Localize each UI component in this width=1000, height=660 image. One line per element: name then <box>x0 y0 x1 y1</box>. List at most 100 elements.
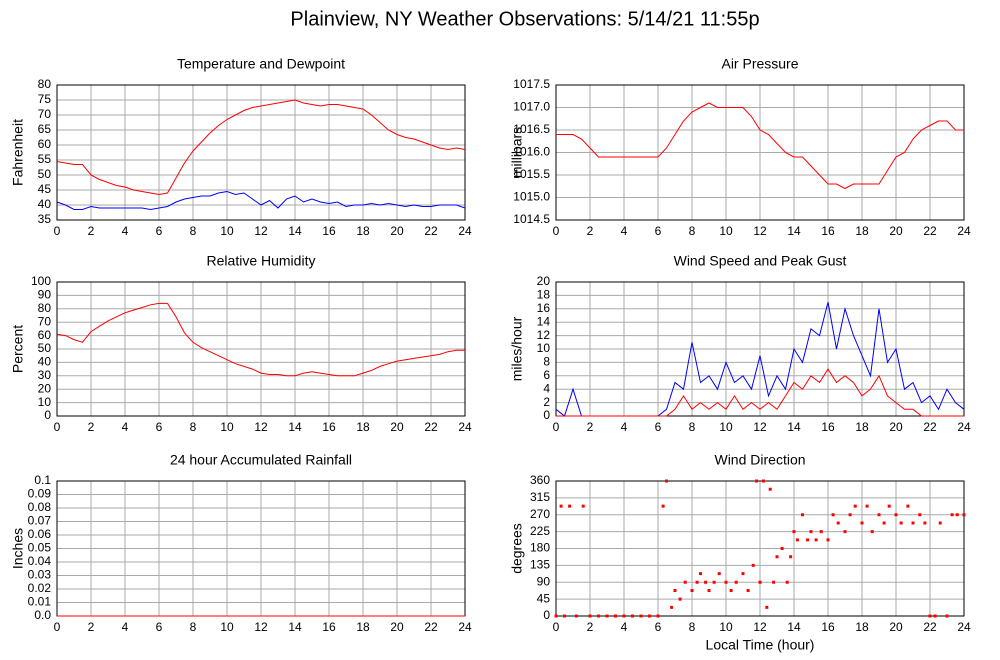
chart-title: Relative Humidity <box>207 253 316 269</box>
point <box>780 547 784 550</box>
y-tick-label: 90 <box>38 288 52 302</box>
x-tick-label: 8 <box>190 620 197 634</box>
y-tick-label: 270 <box>530 507 550 521</box>
point <box>755 479 759 483</box>
y-axis-label: degrees <box>509 523 525 574</box>
y-tick-label: 0.01 <box>28 595 52 609</box>
y-tick-label: 0.1 <box>34 473 51 487</box>
chart-title: Temperature and Dewpoint <box>177 56 345 72</box>
y-tick-label: 45 <box>38 182 52 196</box>
x-tick-label: 4 <box>122 620 129 634</box>
point <box>690 589 694 592</box>
x-tick-label: 10 <box>220 224 234 238</box>
y-axis-label: millibars <box>509 127 525 178</box>
x-tick-label: 4 <box>122 224 129 238</box>
point <box>950 513 954 517</box>
x-tick-label: 10 <box>719 620 733 634</box>
y-tick-label: 16 <box>537 301 551 315</box>
point <box>801 513 804 517</box>
point <box>597 614 600 618</box>
y-tick-label: 1016.0 <box>513 145 550 159</box>
y-tick-label: 35 <box>38 212 52 226</box>
x-tick-label: 2 <box>88 224 95 238</box>
x-tick-label: 22 <box>923 620 937 634</box>
x-tick-label: 22 <box>424 420 438 434</box>
page-title: Plainview, NY Weather Observations: 5/14… <box>290 8 759 30</box>
point <box>574 614 578 618</box>
point <box>614 614 617 618</box>
y-tick-label: 65 <box>38 122 52 136</box>
y-tick-label: 360 <box>530 473 550 487</box>
y-tick-label: 6 <box>543 368 550 382</box>
x-tick-label: 20 <box>889 420 903 434</box>
y-axis-label: Inches <box>10 528 26 569</box>
point <box>955 513 959 517</box>
y-tick-label: 70 <box>38 107 52 121</box>
y-tick-label: 0.06 <box>28 527 52 541</box>
chart-title: 24 hour Accumulated Rainfall <box>170 452 352 468</box>
y-axis-label: Percent <box>10 325 26 373</box>
point <box>563 614 566 618</box>
x-tick-label: 18 <box>855 224 869 238</box>
point <box>734 580 738 584</box>
y-tick-label: 0.0 <box>34 608 51 622</box>
series-line <box>556 102 964 190</box>
x-tick-label: 6 <box>156 620 163 634</box>
x-tick-label: 10 <box>719 224 733 238</box>
series-line <box>56 302 465 377</box>
x-tick-label: 12 <box>254 224 268 238</box>
x-tick-label: 14 <box>787 420 801 434</box>
x-tick-label: 8 <box>689 224 696 238</box>
point <box>814 538 818 542</box>
x-tick-label: 22 <box>424 224 438 238</box>
x-tick-label: 18 <box>356 620 370 634</box>
point <box>699 572 702 576</box>
x-tick-label: 16 <box>322 224 336 238</box>
y-tick-label: 14 <box>537 314 551 328</box>
x-tick-label: 20 <box>889 224 903 238</box>
x-tick-label: 16 <box>821 420 835 434</box>
point <box>751 563 755 567</box>
point <box>588 614 592 618</box>
y-tick-label: 80 <box>38 77 52 91</box>
y-tick-label: 8 <box>543 355 550 369</box>
y-tick-label: 0.07 <box>28 514 52 528</box>
point <box>673 589 677 592</box>
x-tick-label: 6 <box>156 420 163 434</box>
x-tick-label: 12 <box>254 620 268 634</box>
y-tick-label: 1017.0 <box>513 100 550 114</box>
point <box>848 513 852 517</box>
plot-frame <box>555 84 965 221</box>
point <box>559 504 563 508</box>
y-tick-label: 50 <box>38 341 52 355</box>
point <box>683 580 687 584</box>
point <box>639 614 643 618</box>
x-tick-label: 0 <box>54 620 61 634</box>
y-tick-label: 18 <box>537 288 551 302</box>
x-tick-label: 6 <box>156 224 163 238</box>
y-tick-label: 0.03 <box>28 568 52 582</box>
point <box>882 521 886 525</box>
x-tick-label: 14 <box>288 620 302 634</box>
plot-frame <box>555 281 965 417</box>
series-line <box>56 190 466 211</box>
y-axis-label: miles/hour <box>509 316 525 381</box>
y-tick-label: 10 <box>38 395 52 409</box>
series-line <box>556 368 964 417</box>
point <box>923 521 927 525</box>
point <box>670 605 674 609</box>
point <box>860 521 864 525</box>
x-tick-label: 8 <box>689 420 696 434</box>
x-tick-label: 18 <box>855 420 869 434</box>
point <box>853 504 857 508</box>
y-tick-label: 20 <box>38 381 52 395</box>
x-tick-label: 6 <box>655 420 662 434</box>
x-tick-label: 24 <box>458 620 472 634</box>
point <box>665 479 668 483</box>
x-tick-label: 12 <box>753 620 767 634</box>
x-tick-label: 10 <box>220 620 234 634</box>
chart-title: Wind Direction <box>714 452 805 468</box>
y-tick-label: 12 <box>537 328 551 342</box>
y-tick-label: 4 <box>543 381 550 395</box>
